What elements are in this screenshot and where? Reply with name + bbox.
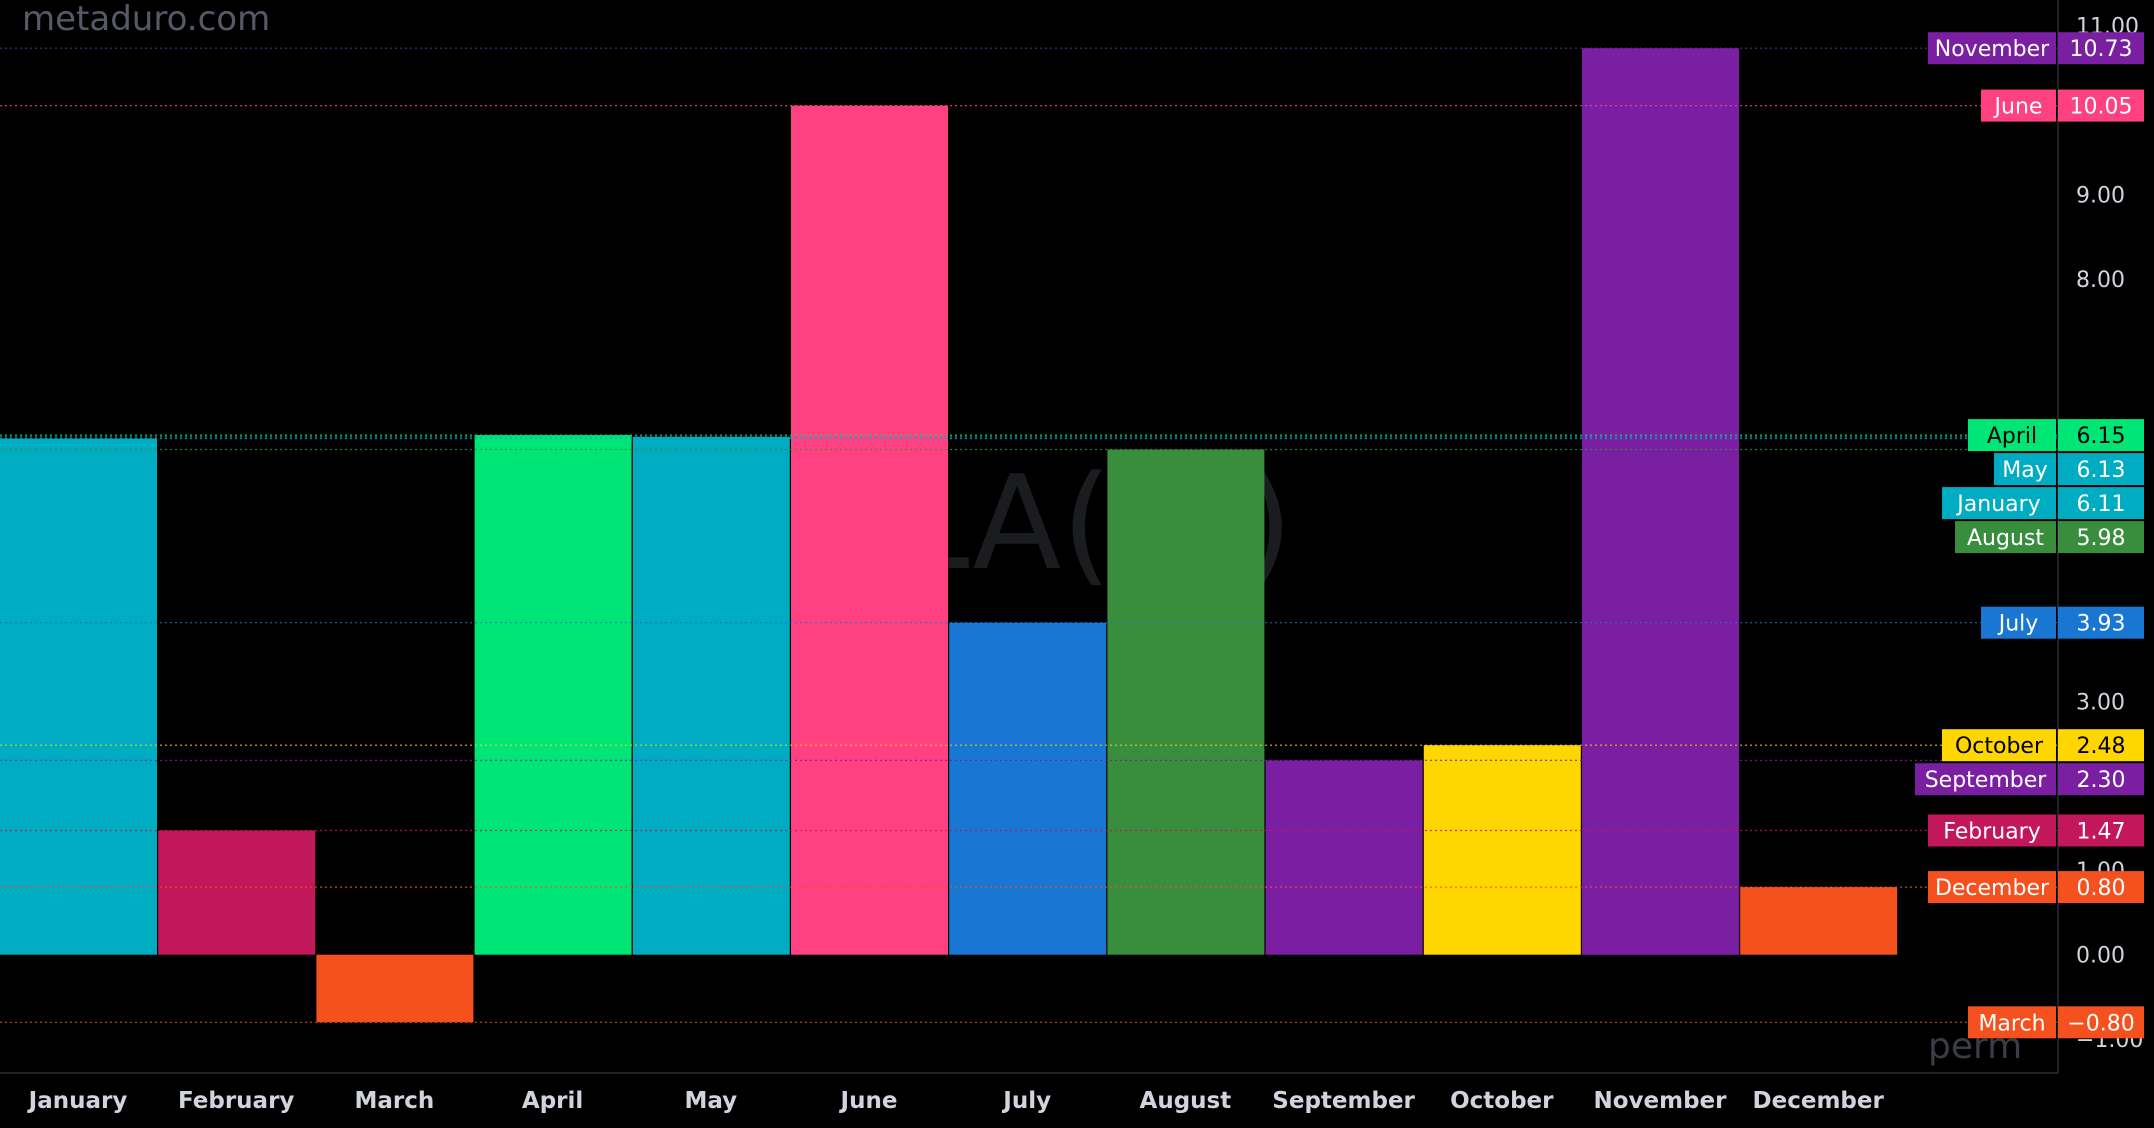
value-tag-february: February 1.47 bbox=[1928, 814, 2144, 847]
value-lines-layer bbox=[0, 47, 2058, 1023]
y-tick-label: 0.00 bbox=[2076, 944, 2125, 969]
category-label-april: April bbox=[522, 1088, 583, 1114]
value-tag-june: June 10.05 bbox=[1981, 89, 2144, 122]
bar-may bbox=[632, 436, 790, 955]
tag-value-box bbox=[2058, 521, 2144, 554]
category-label-november: November bbox=[1593, 1088, 1727, 1114]
tag-name-box bbox=[1928, 871, 2056, 904]
bar-november bbox=[1582, 48, 1739, 955]
category-label-june: June bbox=[839, 1088, 898, 1114]
bar-february bbox=[158, 830, 316, 955]
tag-value-box bbox=[2058, 453, 2144, 486]
bar-august bbox=[1107, 449, 1265, 955]
tag-value-box bbox=[2058, 1006, 2144, 1039]
bar-june bbox=[791, 105, 948, 955]
category-labels: January February March April May June July Augu… bbox=[27, 1088, 1885, 1114]
bars-layer bbox=[0, 48, 1898, 1023]
tag-value-box bbox=[2058, 763, 2144, 796]
tag-value-label: 0.80 bbox=[2077, 876, 2126, 901]
category-label-february: February bbox=[178, 1088, 294, 1114]
tag-value-label: 10.05 bbox=[2070, 95, 2133, 120]
tag-value-box bbox=[2058, 89, 2144, 122]
tag-name-label: November bbox=[1935, 37, 2050, 62]
tag-name-label: December bbox=[1935, 876, 2050, 901]
tag-name-label: July bbox=[1997, 612, 2039, 637]
tag-value-label: 2.30 bbox=[2077, 768, 2126, 793]
value-tag-january: January 6.11 bbox=[1942, 487, 2144, 520]
tag-value-box bbox=[2058, 871, 2144, 904]
y-tick-label: 8.00 bbox=[2076, 268, 2125, 293]
tag-value-box bbox=[2058, 419, 2144, 452]
bar-april bbox=[474, 435, 632, 955]
category-label-january: January bbox=[27, 1088, 128, 1114]
tag-name-box bbox=[1981, 606, 2056, 639]
value-tag-march: March −0.80 bbox=[1968, 1006, 2144, 1039]
value-tag-october: October 2.48 bbox=[1942, 729, 2144, 762]
category-label-october: October bbox=[1450, 1088, 1554, 1114]
value-tag-august: August 5.98 bbox=[1955, 521, 2144, 554]
tag-value-box bbox=[2058, 32, 2144, 65]
bar-january bbox=[0, 438, 157, 955]
tag-name-box bbox=[1928, 814, 2056, 847]
tag-name-label: April bbox=[1987, 424, 2037, 449]
corner-watermark: perm bbox=[1928, 1026, 2022, 1067]
tag-value-label: 5.98 bbox=[2077, 526, 2126, 551]
y-tick-label: 9.00 bbox=[2076, 183, 2125, 208]
category-label-august: August bbox=[1140, 1088, 1232, 1114]
bar-july bbox=[949, 622, 1107, 955]
tag-name-box bbox=[1955, 521, 2056, 554]
tag-name-box bbox=[1942, 729, 2056, 762]
tag-name-label: October bbox=[1955, 734, 2044, 759]
tag-name-box bbox=[1968, 1006, 2056, 1039]
value-tags-layer: November 10.73 June 10.05 April 6.15 May 6.13 Ja… bbox=[1915, 32, 2144, 1039]
value-tag-april: April 6.15 bbox=[1968, 419, 2144, 452]
value-tag-november: November 10.73 bbox=[1928, 32, 2144, 65]
bar-december bbox=[1740, 887, 1898, 955]
tag-name-label: September bbox=[1925, 768, 2048, 793]
category-label-may: May bbox=[684, 1088, 737, 1114]
tag-name-label: January bbox=[1955, 492, 2040, 517]
bar-september bbox=[1265, 760, 1423, 955]
tag-name-label: August bbox=[1967, 526, 2044, 551]
tag-value-label: 6.11 bbox=[2077, 492, 2126, 517]
tag-name-label: May bbox=[2002, 458, 2047, 483]
tag-name-box bbox=[1981, 89, 2056, 122]
category-label-september: September bbox=[1272, 1088, 1415, 1114]
tag-value-box bbox=[2058, 487, 2144, 520]
tag-name-box bbox=[1968, 419, 2056, 452]
tag-name-box bbox=[1994, 453, 2056, 486]
tag-value-box bbox=[2058, 814, 2144, 847]
tag-name-label: June bbox=[1993, 95, 2043, 120]
tag-value-label: 3.93 bbox=[2077, 612, 2126, 637]
tag-name-box bbox=[1928, 32, 2056, 65]
category-label-march: March bbox=[355, 1088, 435, 1114]
value-tag-july: July 3.93 bbox=[1981, 606, 2144, 639]
bar-october bbox=[1423, 745, 1581, 955]
tag-value-label: −0.80 bbox=[2067, 1011, 2134, 1036]
tag-value-label: 10.73 bbox=[2070, 37, 2133, 62]
tag-name-label: February bbox=[1943, 820, 2041, 845]
tag-value-box bbox=[2058, 729, 2144, 762]
value-tag-may: May 6.13 bbox=[1994, 453, 2144, 486]
tag-name-box bbox=[1915, 763, 2056, 796]
tag-name-label: March bbox=[1978, 1011, 2045, 1036]
value-tag-december: December 0.80 bbox=[1928, 871, 2144, 904]
category-label-december: December bbox=[1753, 1088, 1885, 1114]
tag-value-box bbox=[2058, 606, 2144, 639]
tag-value-label: 6.13 bbox=[2077, 458, 2126, 483]
y-tick-label: 3.00 bbox=[2076, 690, 2125, 715]
site-watermark: metaduro.com bbox=[22, 0, 270, 39]
tag-value-label: 2.48 bbox=[2077, 734, 2126, 759]
tag-value-label: 6.15 bbox=[2077, 424, 2126, 449]
bar-march bbox=[316, 954, 474, 1023]
value-tag-september: September 2.30 bbox=[1915, 763, 2144, 796]
tag-value-label: 1.47 bbox=[2077, 820, 2126, 845]
category-label-july: July bbox=[1001, 1088, 1051, 1114]
tag-name-box bbox=[1942, 487, 2056, 520]
